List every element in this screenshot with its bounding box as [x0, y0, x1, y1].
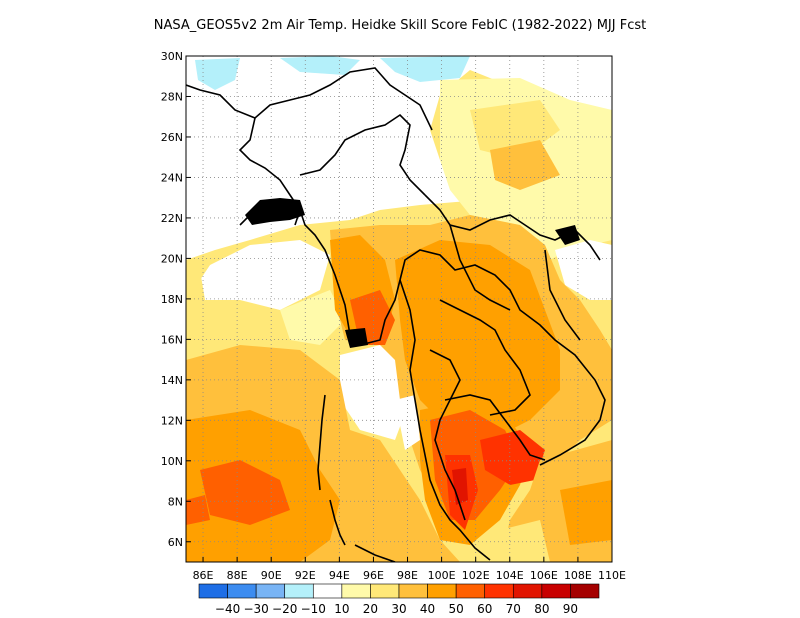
lat-tick-label: 26N	[161, 131, 183, 144]
lat-tick-label: 12N	[161, 414, 183, 427]
colorbar-label: −30	[243, 602, 268, 616]
lon-tick-label: 96E	[363, 569, 384, 582]
lat-tick-label: 24N	[161, 171, 183, 184]
lon-axis: 86E 88E 90E 92E 94E 96E 98E 100E 102E 104E 106E 108…	[193, 557, 626, 582]
lon-tick-label: 92E	[295, 569, 316, 582]
colorbar-label: 40	[420, 602, 435, 616]
lon-tick-label: 108E	[564, 569, 592, 582]
colorbar-swatch	[370, 583, 400, 599]
colorbar-label: 50	[449, 602, 464, 616]
colorbar-swatch	[341, 583, 371, 599]
colorbar-label: −10	[301, 602, 326, 616]
lon-tick-label: 100E	[428, 569, 456, 582]
colorbar-label: 20	[363, 602, 378, 616]
colorbar-label: 90	[563, 602, 578, 616]
lat-tick-label: 30N	[161, 50, 183, 63]
colorbar-label: 80	[534, 602, 549, 616]
coast-detail	[245, 198, 580, 348]
colorbar-label: −40	[215, 602, 240, 616]
colorbar-label: 30	[391, 602, 406, 616]
colorbar-label: 70	[506, 602, 521, 616]
skill-field	[186, 56, 612, 562]
lon-tick-label: 90E	[261, 569, 282, 582]
colorbar-swatch	[570, 583, 600, 599]
lon-tick-label: 104E	[496, 569, 524, 582]
colorbar-swatch	[541, 583, 571, 599]
lon-tick-label: 86E	[193, 569, 214, 582]
colorbar-swatch	[455, 583, 486, 599]
lon-tick-label: 94E	[329, 569, 350, 582]
lon-tick-label: 106E	[530, 569, 558, 582]
lon-tick-label: 88E	[227, 569, 248, 582]
lat-tick-label: 8N	[168, 495, 183, 508]
colorbar-swatch	[255, 583, 286, 599]
lon-tick-label: 98E	[397, 569, 418, 582]
lat-tick-label: 6N	[168, 536, 183, 549]
lat-tick-label: 10N	[161, 455, 183, 468]
lat-tick-label: 28N	[161, 90, 183, 103]
map-title: NASA_GEOS5v2 2m Air Temp. Heidke Skill S…	[153, 18, 647, 33]
colorbar-label: 10	[334, 602, 349, 616]
lat-tick-label: 22N	[161, 212, 183, 225]
plot-frame	[185, 55, 613, 563]
lat-tick-label: 18N	[161, 293, 183, 306]
colorbar-swatch	[227, 583, 257, 599]
colorbar-label: −20	[272, 602, 297, 616]
lat-tick-label: 16N	[161, 333, 183, 346]
lat-tick-label: 14N	[161, 374, 183, 387]
colorbar-swatch	[427, 583, 457, 599]
colorbar-label: 60	[477, 602, 492, 616]
colorbar-swatch	[512, 583, 543, 599]
lon-tick-label: 110E	[598, 569, 626, 582]
colorbar-swatch	[284, 583, 314, 599]
colorbar-swatch	[198, 583, 228, 599]
colorbar: −40 −30 −20 −10 10 20 30 40 50 60 70 80 90	[198, 583, 600, 616]
lat-axis: 30N 28N 26N 24N 22N 20N 18N 16N 14N 12N 10N 8N 6N	[161, 50, 191, 549]
colorbar-swatch	[398, 583, 428, 599]
lon-tick-label: 102E	[462, 569, 490, 582]
colorbar-swatch	[484, 583, 514, 599]
colorbar-swatch	[312, 583, 343, 599]
lat-tick-label: 20N	[161, 252, 183, 265]
